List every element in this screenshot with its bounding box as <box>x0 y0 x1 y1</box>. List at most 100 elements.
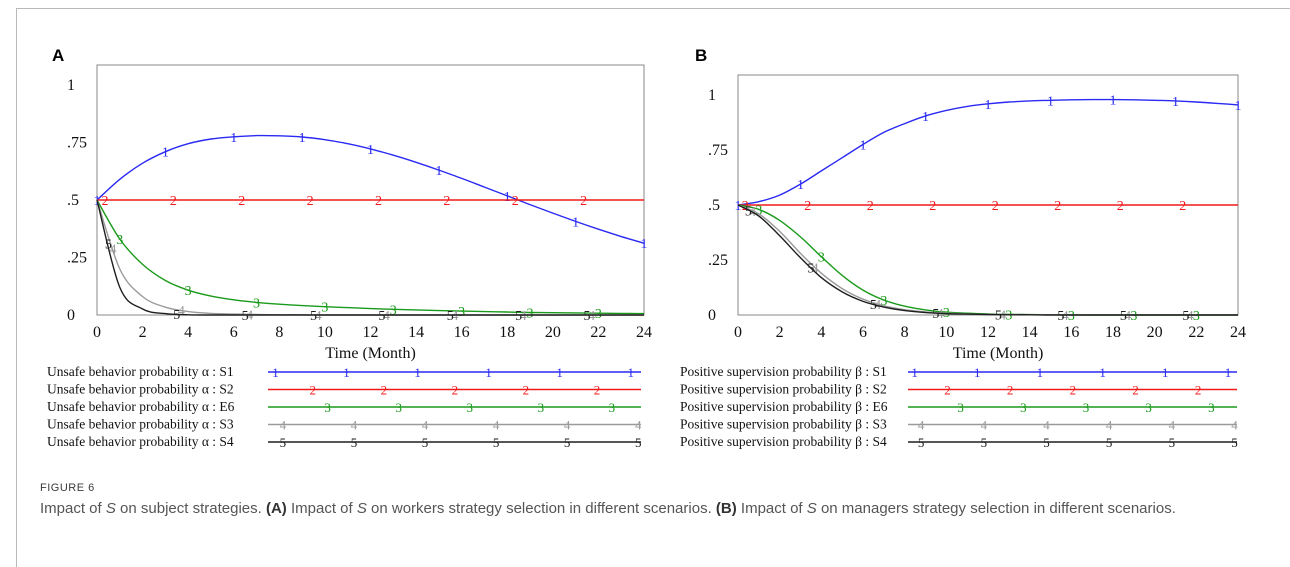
legend-marker-1: 1 <box>1037 365 1044 380</box>
series-marker-5: 5 <box>995 309 1002 324</box>
legend-marker-2: 2 <box>1007 383 1014 398</box>
legend-marker-3: 3 <box>538 400 545 415</box>
y-tick-label: .25 <box>67 250 87 267</box>
legend-label: Positive supervision probability β : S2 <box>680 382 887 397</box>
series-marker-1: 1 <box>435 164 442 179</box>
x-tick-label: 8 <box>275 324 283 341</box>
series-marker-4: 4 <box>315 309 322 324</box>
legend-marker-4: 4 <box>1169 418 1176 433</box>
series-marker-1: 1 <box>985 98 992 113</box>
series-marker-5: 5 <box>242 309 249 324</box>
series-marker-5: 5 <box>378 309 385 324</box>
x-tick-label: 2 <box>139 324 147 341</box>
series-marker-1: 1 <box>860 139 867 154</box>
series-marker-4: 4 <box>246 308 253 323</box>
series-marker-2: 2 <box>443 194 450 209</box>
legend-marker-3: 3 <box>957 400 964 415</box>
legend-marker-1: 1 <box>343 365 350 380</box>
series-marker-2: 2 <box>375 194 382 209</box>
series-marker-1: 1 <box>1110 94 1117 109</box>
x-tick-label: 6 <box>230 324 238 341</box>
legend-marker-4: 4 <box>280 418 287 433</box>
series-marker-1: 1 <box>641 237 648 252</box>
legend-marker-5: 5 <box>981 435 988 450</box>
series-marker-5: 5 <box>515 309 522 324</box>
series-marker-2: 2 <box>929 199 936 214</box>
series-marker-3: 3 <box>1005 308 1012 323</box>
series-marker-4: 4 <box>999 308 1006 323</box>
legend-label: Unsafe behavior probability α : S1 <box>47 364 234 379</box>
legend-marker-5: 5 <box>918 435 925 450</box>
caption-part-b: Impact of S on managers strategy selecti… <box>740 500 1176 517</box>
series-marker-1: 1 <box>162 146 169 161</box>
x-tick-label: 22 <box>590 324 606 341</box>
series-marker-4: 4 <box>109 242 116 257</box>
series-marker-3: 3 <box>116 233 123 248</box>
legend-marker-3: 3 <box>1208 400 1215 415</box>
legend-marker-1: 1 <box>974 365 981 380</box>
x-tick-label: 2 <box>776 324 784 341</box>
series-marker-1: 1 <box>735 199 742 214</box>
legend-marker-1: 1 <box>1225 365 1232 380</box>
series-marker-5: 5 <box>447 309 454 324</box>
legend-marker-4: 4 <box>564 418 571 433</box>
legend-marker-4: 4 <box>1043 418 1050 433</box>
x-tick-label: 22 <box>1188 324 1204 341</box>
series-marker-2: 2 <box>101 194 108 209</box>
series-marker-2: 2 <box>1117 199 1124 214</box>
legend-marker-5: 5 <box>1169 435 1176 450</box>
series-line-3 <box>737 204 1238 316</box>
x-tick-label: 12 <box>363 324 379 341</box>
series-line-1 <box>737 98 1239 206</box>
series-marker-4: 4 <box>937 307 944 322</box>
figure-caption: Impact of S on subject strategies. (A) I… <box>40 499 1250 519</box>
x-tick-label: 6 <box>859 324 867 341</box>
x-tick-label: 8 <box>901 324 909 341</box>
series-marker-1: 1 <box>1235 99 1242 114</box>
legend-marker-5: 5 <box>635 435 642 450</box>
x-tick-label: 0 <box>734 324 742 341</box>
series-marker-4: 4 <box>520 309 527 324</box>
series-marker-4: 4 <box>1187 309 1194 324</box>
series-marker-3: 3 <box>390 303 397 318</box>
legend-marker-1: 1 <box>414 365 421 380</box>
series-marker-5: 5 <box>807 262 814 277</box>
legend-marker-1: 1 <box>272 365 279 380</box>
series-marker-1: 1 <box>299 131 306 146</box>
series-line-4 <box>96 199 644 316</box>
series-marker-5: 5 <box>1120 309 1127 324</box>
x-tick-label: 10 <box>938 324 954 341</box>
x-axis-label: Time (Month) <box>953 345 1044 362</box>
y-tick-label: .75 <box>708 142 728 159</box>
y-tick-label: 1 <box>708 87 716 104</box>
series-marker-4: 4 <box>178 304 185 319</box>
series-marker-2: 2 <box>1054 199 1061 214</box>
legend-label: Positive supervision probability β : E6 <box>680 399 888 414</box>
series-marker-4: 4 <box>1062 309 1069 324</box>
x-tick-label: 24 <box>1230 324 1246 341</box>
series-marker-2: 2 <box>307 194 314 209</box>
caption-title: Impact of S on subject strategies. <box>40 500 262 517</box>
series-line-3 <box>96 199 645 315</box>
legend-marker-1: 1 <box>485 365 492 380</box>
legend-label: Unsafe behavior probability α : S3 <box>47 417 234 432</box>
x-tick-label: 14 <box>1022 324 1038 341</box>
series-marker-3: 3 <box>755 203 762 218</box>
legend-marker-3: 3 <box>609 400 616 415</box>
x-tick-label: 20 <box>545 324 561 341</box>
series-marker-2: 2 <box>992 199 999 214</box>
legend-marker-5: 5 <box>422 435 429 450</box>
legend-marker-4: 4 <box>493 418 500 433</box>
y-tick-label: .5 <box>708 197 720 214</box>
series-line-4 <box>737 204 1238 316</box>
series-marker-4: 4 <box>451 309 458 324</box>
figure-label: FIGURE 6 <box>40 482 95 494</box>
legend-marker-1: 1 <box>1099 365 1106 380</box>
series-marker-5: 5 <box>870 298 877 313</box>
caption-part-b-tag: (B) <box>715 500 737 517</box>
legend-marker-2: 2 <box>1132 383 1139 398</box>
x-tick-label: 12 <box>980 324 996 341</box>
x-axis-label: Time (Month) <box>325 345 416 362</box>
